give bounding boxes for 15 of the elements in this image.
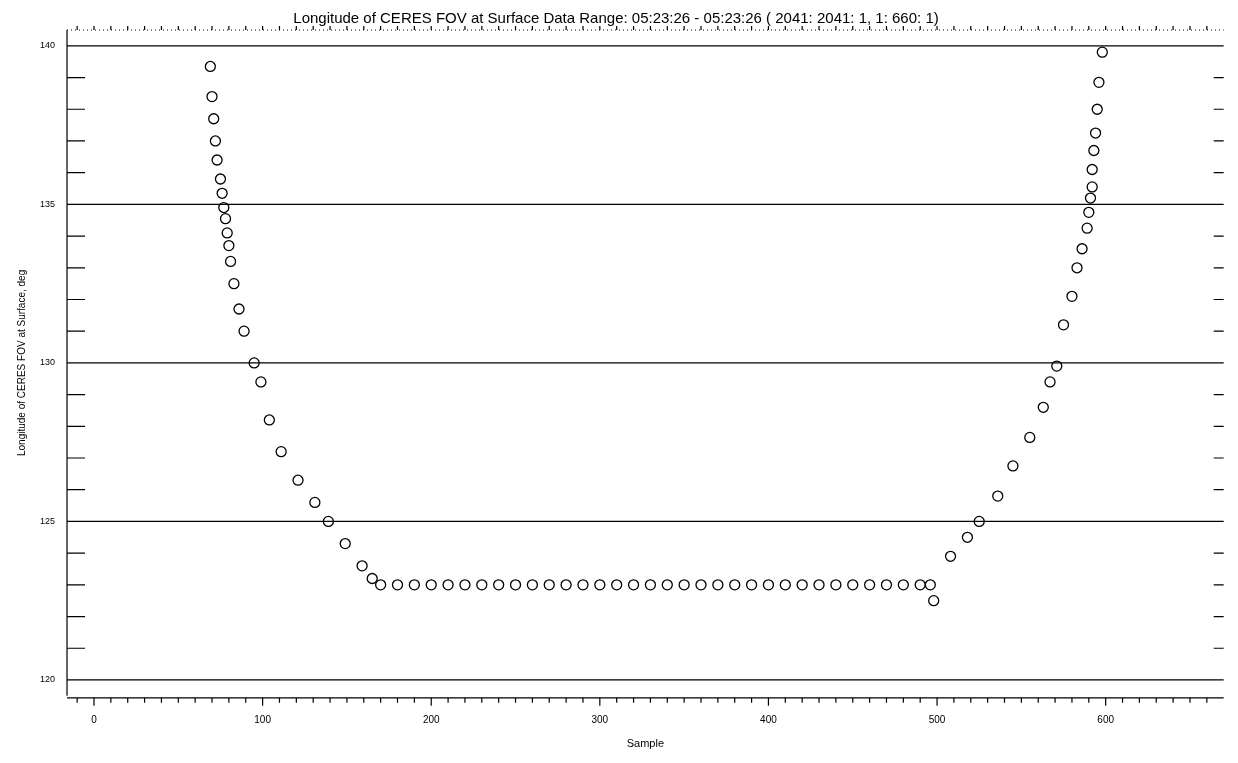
x-tick-label: 500 bbox=[928, 713, 946, 725]
y-tick-label: 140 bbox=[39, 40, 56, 51]
x-axis-title: Sample bbox=[626, 737, 665, 750]
x-tick-label: 400 bbox=[760, 713, 778, 725]
x-tick-label: 600 bbox=[1097, 713, 1115, 725]
chart-title: Longitude of CERES FOV at Surface Data Range: 05:23:26 - 05:23:26 ( 2041: 2041: 1, 1: 660: 1) bbox=[293, 9, 939, 27]
x-tick-label: 0 bbox=[91, 713, 98, 725]
x-tick-label: 300 bbox=[591, 713, 609, 725]
x-tick-label: 200 bbox=[422, 713, 440, 725]
y-tick-label: 130 bbox=[39, 357, 56, 368]
y-axis-title: Longitude of CERES FOV at Surface, deg bbox=[15, 269, 27, 457]
y-tick-label: 135 bbox=[39, 198, 56, 209]
x-tick-label: 100 bbox=[254, 713, 272, 725]
y-tick-label: 125 bbox=[39, 515, 56, 526]
y-tick-label: 120 bbox=[39, 674, 56, 685]
